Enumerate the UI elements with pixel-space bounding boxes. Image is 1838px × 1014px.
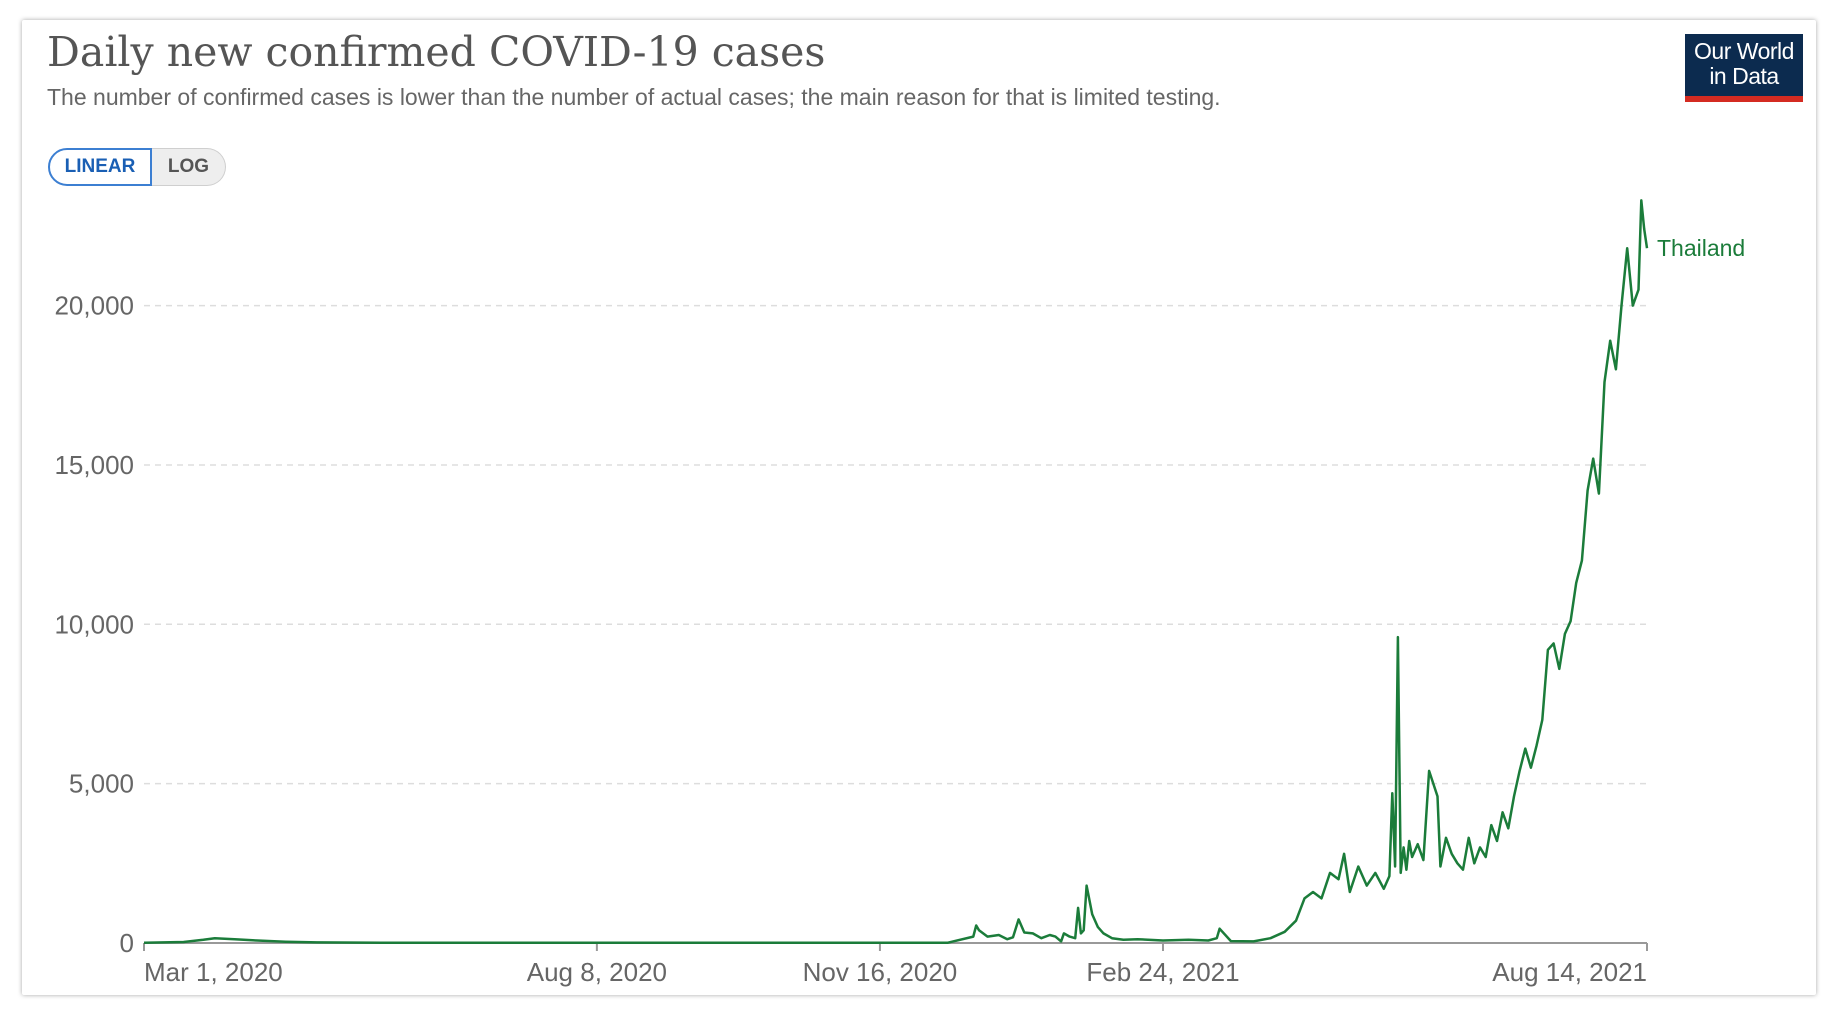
y-tick-label: 15,000 [54, 450, 134, 480]
x-tick-label: Aug 14, 2021 [1492, 957, 1647, 987]
logo-line-2: in Data [1709, 63, 1779, 89]
x-tick-label: Aug 8, 2020 [527, 957, 667, 987]
log-scale-button[interactable]: LOG [152, 148, 226, 186]
x-tick-label: Feb 24, 2021 [1086, 957, 1239, 987]
y-tick-label: 10,000 [54, 609, 134, 639]
x-tick-label: Nov 16, 2020 [803, 957, 958, 987]
series-label-thailand: Thailand [1657, 235, 1745, 261]
x-tick-label: Mar 1, 2020 [144, 957, 283, 987]
y-tick-label: 5,000 [69, 769, 134, 799]
scale-toggle: LINEAR LOG [48, 148, 226, 186]
owid-logo[interactable]: Our World in Data [1685, 34, 1803, 102]
chart-card [22, 20, 1816, 995]
y-tick-label: 0 [120, 928, 134, 958]
chart-subtitle: The number of confirmed cases is lower t… [47, 84, 1221, 110]
logo-line-1: Our World [1694, 38, 1794, 64]
y-tick-label: 20,000 [54, 291, 134, 321]
chart-title: Daily new confirmed COVID-19 cases [47, 28, 826, 76]
series-line-thailand [143, 199, 1649, 945]
linear-scale-button[interactable]: LINEAR [48, 148, 152, 186]
